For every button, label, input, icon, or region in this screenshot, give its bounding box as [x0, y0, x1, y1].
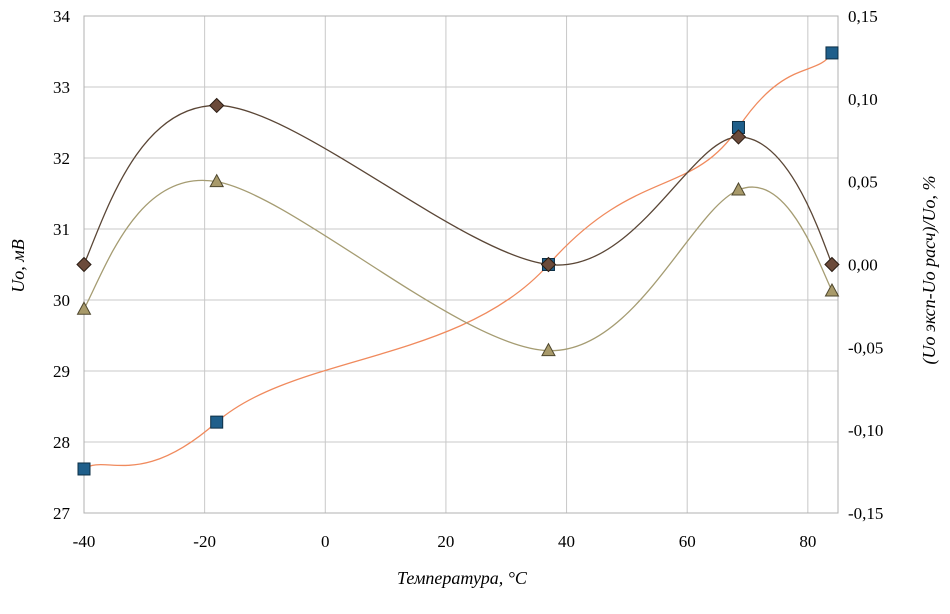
y-right-tick-label: -0,05 [848, 338, 883, 357]
marker-diamond [824, 256, 840, 273]
y-left-tick-label: 32 [53, 149, 70, 168]
y-left-tick-label: 30 [53, 291, 70, 310]
y-left-tick-label: 31 [53, 220, 70, 239]
series-curves [83, 52, 833, 470]
y-left-tick-label: 33 [53, 78, 70, 97]
tick-labels: -40 -20 0 20 40 60 80 27 28 29 30 31 32 33 34 -0,15 -0,1… [53, 7, 883, 551]
y-axis-right-label: (Uo эксп-Uo расч)/Uo, % [919, 176, 940, 365]
x-tick-label: 60 [679, 532, 696, 551]
series-line-diamond [83, 104, 833, 266]
series-markers [76, 46, 840, 476]
marker-triangle [541, 342, 556, 357]
marker-diamond [208, 97, 225, 114]
y-right-tick-label: -0,10 [848, 421, 883, 440]
marker-square [210, 415, 224, 429]
y-left-tick-label: 29 [53, 362, 70, 381]
x-axis-label: Температура, °C [397, 568, 528, 588]
x-tick-label: -40 [73, 532, 96, 551]
y-left-tick-label: 27 [53, 504, 71, 523]
x-tick-label: 0 [321, 532, 330, 551]
x-tick-label: 80 [799, 532, 816, 551]
marker-triangle [209, 173, 225, 188]
marker-triangle [76, 301, 92, 315]
x-tick-label: 40 [558, 532, 575, 551]
y-right-tick-label: 0,10 [848, 90, 878, 109]
marker-diamond [540, 256, 557, 273]
y-left-tick-label: 34 [53, 7, 71, 26]
x-tick-label: -20 [193, 532, 216, 551]
y-axis-left-label: Uo, мВ [8, 239, 28, 292]
marker-square [825, 46, 839, 60]
y-right-tick-label: 0,15 [848, 7, 878, 26]
y-right-tick-label: 0,00 [848, 256, 878, 275]
series-line-square [83, 52, 833, 470]
marker-triangle [731, 181, 746, 196]
y-right-tick-label: 0,05 [848, 173, 878, 192]
marker-diamond [76, 256, 92, 273]
y-left-tick-label: 28 [53, 433, 70, 452]
marker-square [77, 462, 91, 476]
y-right-tick-label: -0,15 [848, 504, 883, 523]
x-tick-label: 20 [437, 532, 454, 551]
series-line-triangle [83, 179, 833, 352]
marker-diamond [730, 129, 747, 145]
marker-triangle [824, 282, 840, 297]
